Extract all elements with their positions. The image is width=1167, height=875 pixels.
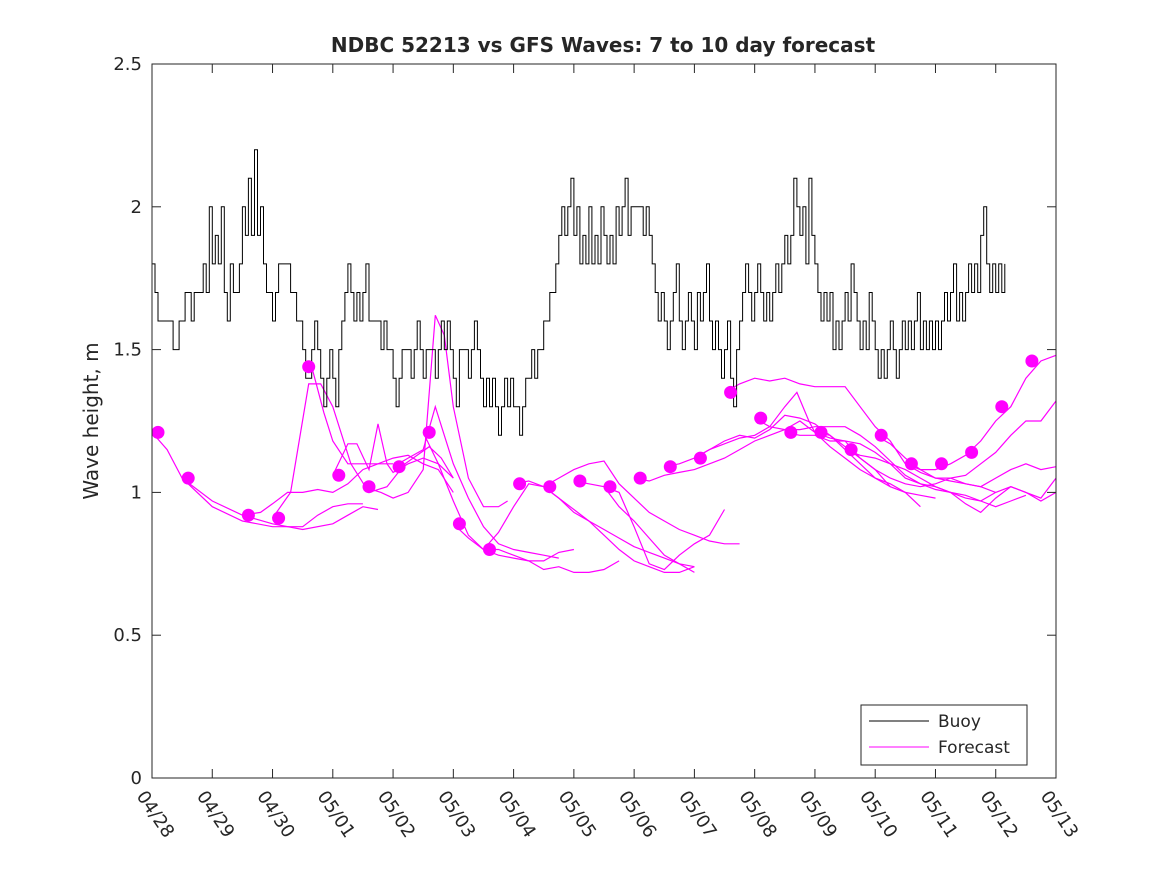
forecast-point — [904, 457, 918, 471]
forecast-point — [754, 411, 768, 425]
forecast-line — [452, 523, 620, 574]
forecast-point — [151, 425, 165, 439]
forecast-markers — [151, 354, 1039, 556]
forecast-point — [724, 385, 738, 399]
y-tick-label: 2.5 — [113, 54, 142, 75]
plot-area: 00.511.522.5 04/28 04/29 04/30 05/01 05/02 05… — [113, 54, 1082, 842]
plot-background — [152, 64, 1056, 778]
plot-frame — [151, 63, 1057, 779]
forecast-point — [573, 474, 587, 488]
forecast-point — [693, 451, 707, 465]
y-tick-label: 0.5 — [113, 625, 142, 646]
forecast-line — [573, 480, 695, 573]
forecast-point — [392, 460, 406, 474]
y-tick-label: 1.5 — [113, 340, 142, 361]
buoy-series — [152, 149, 1006, 436]
forecast-line — [844, 449, 1057, 514]
forecast-point — [452, 517, 466, 531]
forecast-point — [874, 428, 888, 442]
legend-label-buoy: Buoy — [938, 712, 981, 732]
forecast-line — [694, 391, 921, 508]
legend: Buoy Forecast — [860, 704, 1028, 766]
forecast-line — [422, 432, 575, 562]
forecast-point — [935, 457, 948, 471]
forecast-point — [272, 511, 286, 525]
forecast-point — [181, 471, 195, 485]
forecast-line — [181, 477, 379, 531]
forecast-point — [241, 508, 255, 522]
legend-box — [860, 704, 1028, 766]
forecast-point — [633, 471, 647, 485]
forecast-point — [362, 480, 376, 494]
y-tick-label: 2 — [131, 197, 142, 218]
chart-title: NDBC 52213 vs GFS Waves: 7 to 10 day for… — [331, 33, 876, 57]
forecast-point — [603, 480, 617, 494]
forecast-line — [362, 315, 508, 508]
y-axis: 0 0.5 1 1.5 2 2.5 — [113, 54, 1056, 789]
forecast-line — [151, 432, 363, 528]
forecast-point — [543, 480, 557, 494]
forecast-point — [844, 443, 858, 457]
forecast-point — [965, 445, 979, 459]
forecast-point — [513, 477, 527, 491]
forecast-point — [663, 460, 677, 474]
y-axis-label: Wave height, m — [79, 342, 103, 499]
forecast-point — [302, 360, 316, 374]
forecast-point — [422, 425, 436, 439]
forecast-point — [784, 425, 798, 439]
forecast-point — [1025, 354, 1039, 368]
forecast-line — [603, 486, 726, 571]
forecast-series — [151, 315, 1057, 574]
forecast-point — [995, 400, 1009, 414]
forecast-point — [483, 543, 496, 556]
forecast-line — [724, 377, 996, 493]
y-tick-label: 1 — [131, 482, 142, 503]
forecast-line — [905, 354, 1057, 471]
y-tick-label: 0 — [131, 768, 142, 789]
forecast-point — [332, 468, 346, 482]
forecast-line — [874, 400, 1057, 479]
forecast-line — [332, 423, 454, 479]
buoy-line — [152, 149, 1006, 436]
forecast-line — [633, 420, 891, 488]
forecast-line — [392, 404, 559, 559]
legend-label-forecast: Forecast — [938, 738, 1010, 758]
forecast-point — [814, 425, 828, 439]
forecast-line — [543, 460, 740, 545]
